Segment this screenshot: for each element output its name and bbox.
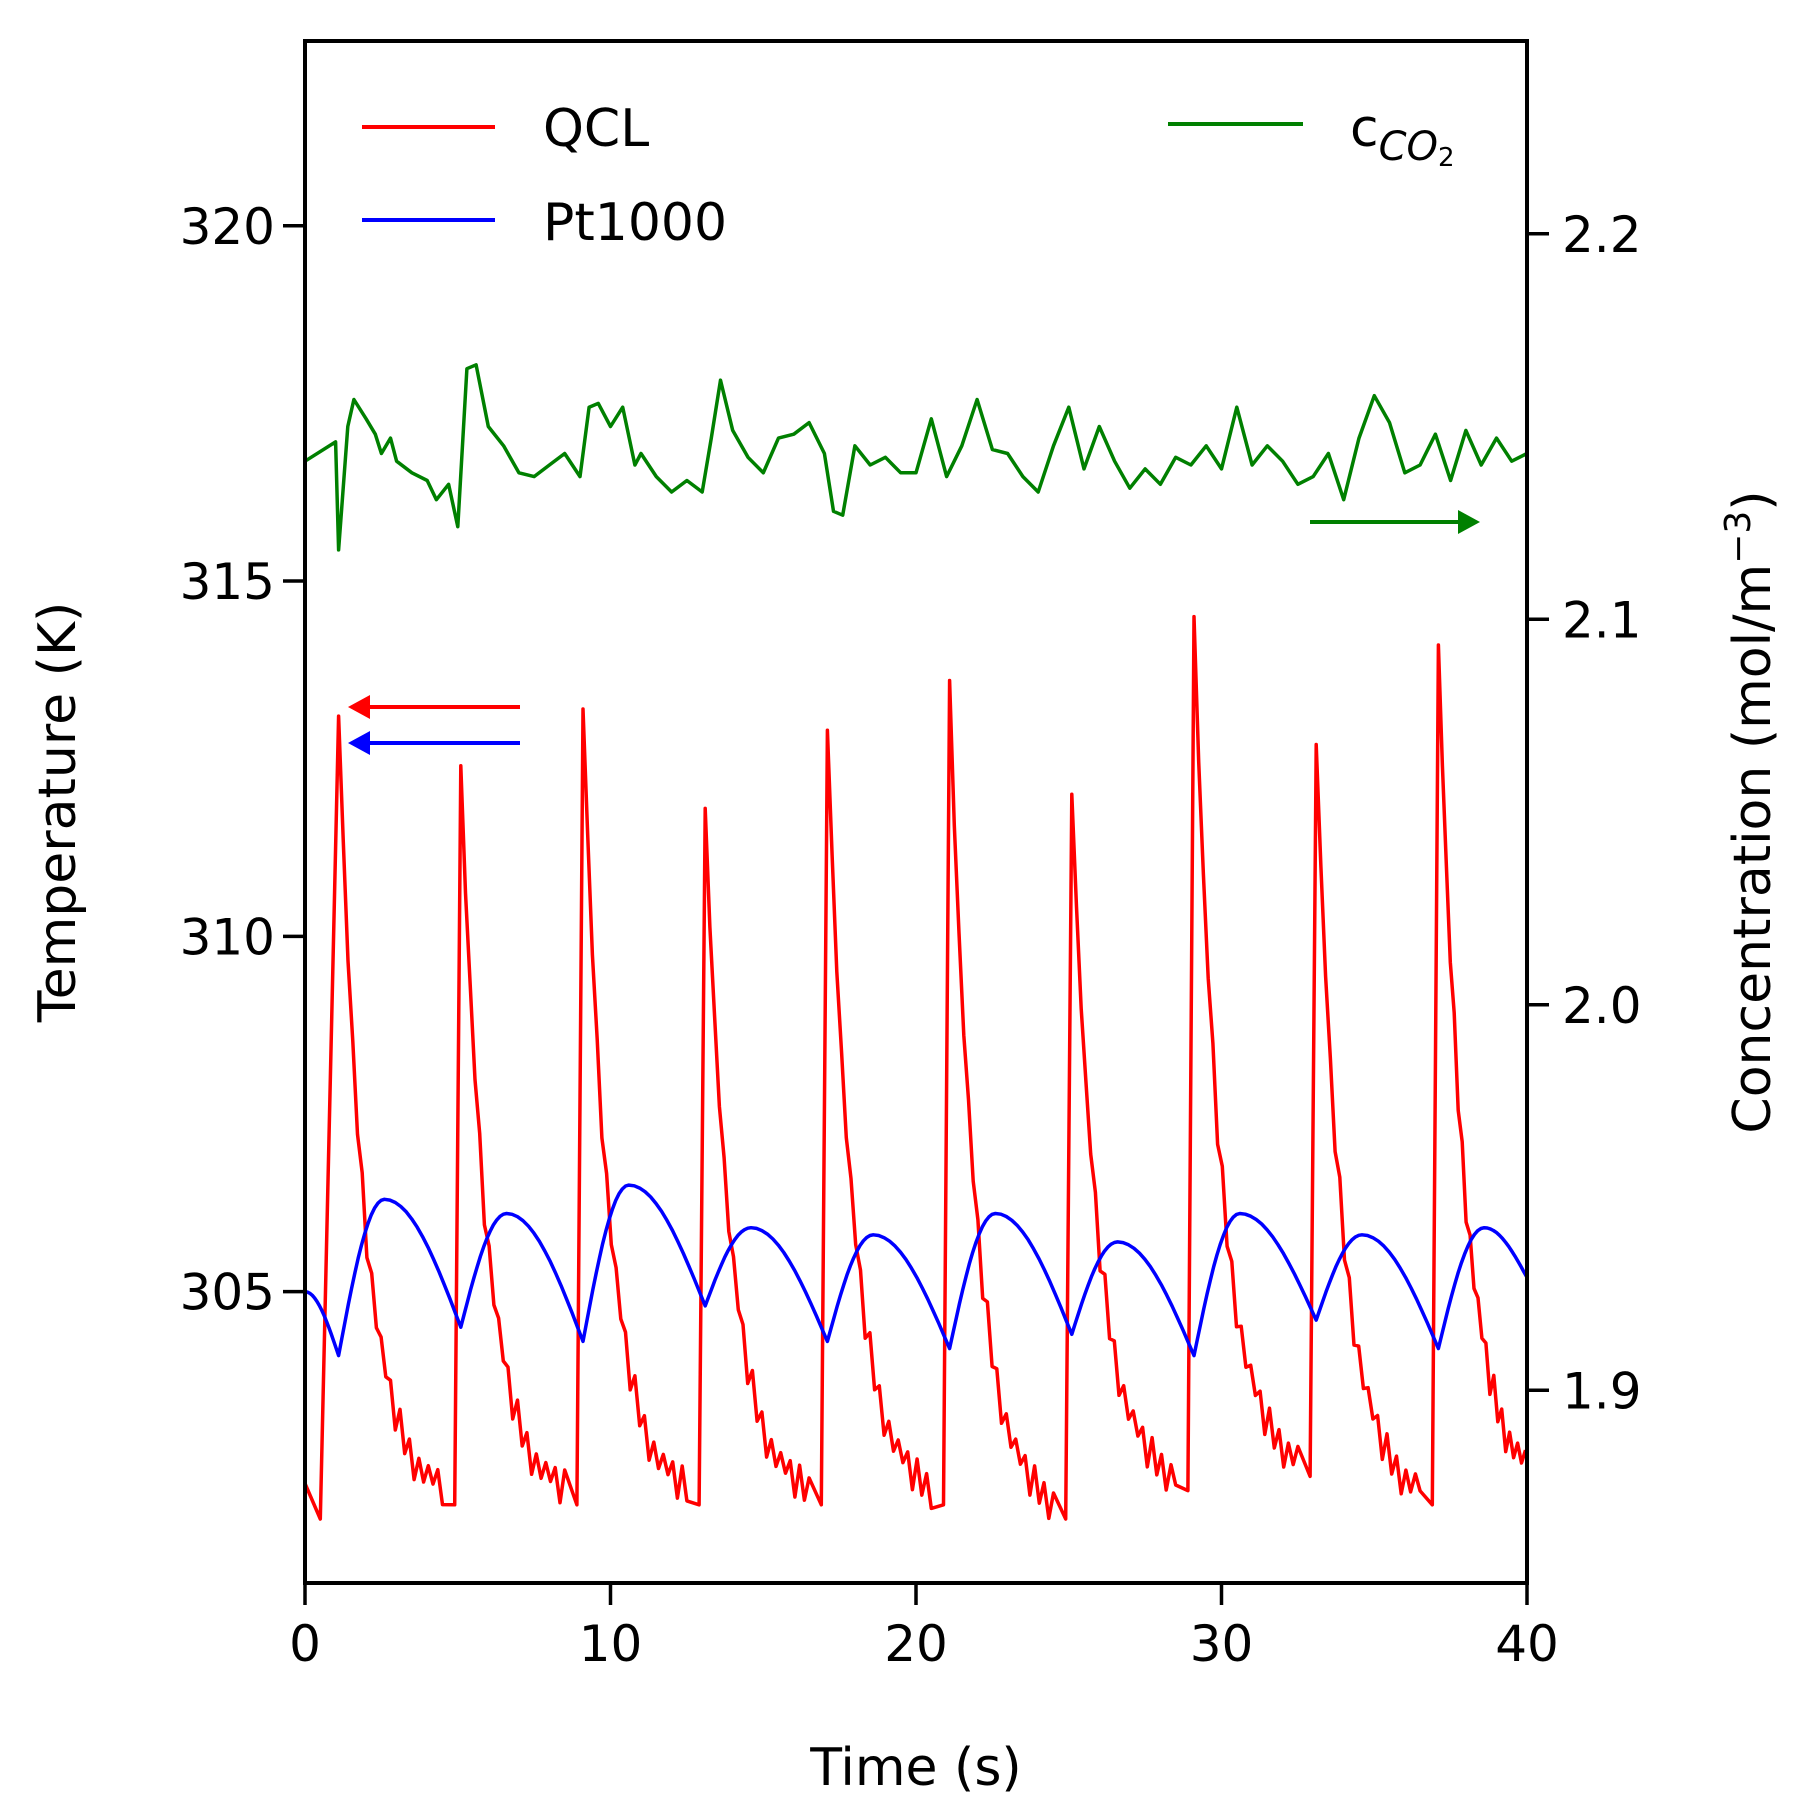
x-tick-label: 30	[1190, 1615, 1254, 1673]
y-right-tick-label: 2.0	[1562, 977, 1642, 1035]
series-line-qcl	[303, 614, 1528, 1521]
tick-layer: 0 10 20 30 40 305 310 315 320 1.9 2.0 2.1 2.2	[180, 198, 1642, 1673]
x-tick-label: 0	[289, 1615, 321, 1673]
y-axis-right-label-main: Concentration (mol/m	[1723, 564, 1783, 1134]
series-layer	[303, 363, 1529, 1521]
legend-label-qcl: QCL	[543, 99, 649, 159]
legend-label-cco2-sub2: 2	[1438, 143, 1455, 173]
legend-label-cco2-main: c	[1350, 99, 1379, 159]
y-right-tick-label: 1.9	[1562, 1362, 1642, 1420]
legend-left: QCL Pt1000	[362, 99, 727, 253]
legend-label-cco2-sub: CO	[1379, 124, 1438, 170]
axis-arrow-cco2	[1310, 510, 1480, 534]
x-tick-label: 10	[579, 1615, 643, 1673]
arrow-layer	[348, 510, 1480, 755]
plot-frame	[303, 39, 1529, 1585]
y-left-tick-label: 320	[180, 198, 275, 256]
axis-arrow-qcl	[348, 695, 520, 719]
y-right-tick-label: 2.2	[1562, 206, 1642, 264]
x-tick-label: 40	[1495, 1615, 1559, 1673]
legend-label-cco2: cCO2	[1350, 99, 1455, 173]
axis-arrow-pt1000	[348, 731, 520, 755]
x-axis-label: Time (s)	[809, 1738, 1021, 1798]
y-axis-right-label-exponent: −3	[1718, 511, 1759, 564]
series-line-pt1000	[304, 1183, 1529, 1358]
legend-right: cCO2	[1168, 99, 1455, 173]
y-left-tick-label: 310	[180, 908, 275, 966]
x-tick-label: 20	[884, 1615, 948, 1673]
y-axis-right-label-close: )	[1723, 490, 1783, 510]
series-line-cco2	[304, 363, 1528, 552]
y-axis-left-label: Temperature (K)	[28, 602, 88, 1024]
y-axis-right-label: Concentration (mol/m−3)	[1718, 490, 1783, 1133]
y-left-tick-label: 305	[180, 1264, 275, 1322]
y-left-tick-label: 315	[180, 553, 275, 611]
legend-label-pt1000: Pt1000	[543, 193, 727, 253]
y-right-tick-label: 2.1	[1562, 591, 1642, 649]
